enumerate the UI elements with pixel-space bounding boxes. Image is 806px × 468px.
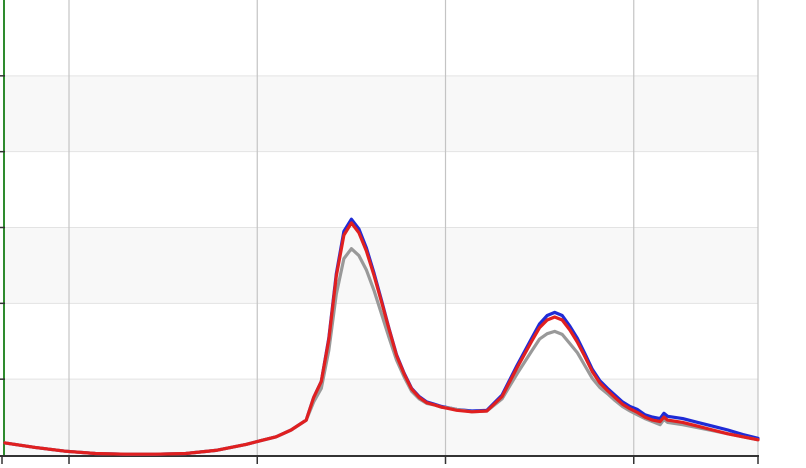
vertical-gridlines xyxy=(68,0,759,455)
background-band xyxy=(5,75,758,152)
plot-background-bands xyxy=(5,75,758,455)
background-band xyxy=(5,379,758,455)
series-line-3 xyxy=(3,221,760,456)
background-band xyxy=(5,227,758,304)
y-axis-ticks xyxy=(0,75,5,380)
series-group xyxy=(3,217,760,456)
x-axis-ticks xyxy=(1,455,759,464)
